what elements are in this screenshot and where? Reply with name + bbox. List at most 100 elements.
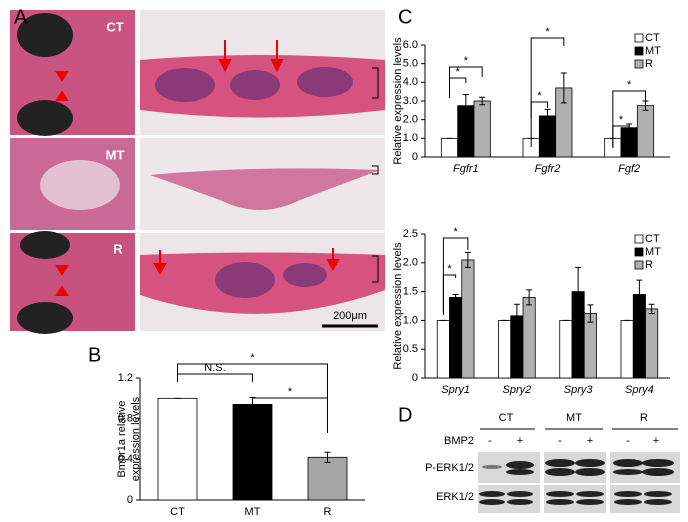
y-tick-label: 0.4 bbox=[118, 453, 133, 465]
bar bbox=[307, 456, 348, 501]
lane-label: + bbox=[653, 435, 659, 447]
lane-label: - bbox=[558, 435, 562, 447]
y-tick-label: 0 bbox=[412, 151, 418, 163]
eye bbox=[17, 302, 73, 334]
x-tick-label: CT bbox=[170, 506, 185, 518]
significance-bracket bbox=[177, 373, 253, 382]
bar bbox=[232, 404, 273, 501]
eye bbox=[20, 231, 70, 259]
error-bar bbox=[636, 279, 643, 310]
significance-bracket bbox=[612, 90, 646, 147]
x-tick-label: MT bbox=[245, 506, 261, 518]
arrows bbox=[55, 40, 340, 296]
error-bar bbox=[462, 93, 469, 118]
tissue bbox=[40, 160, 120, 210]
x-tick-label: Fgfr2 bbox=[535, 163, 561, 175]
bar bbox=[645, 308, 659, 379]
marrow bbox=[215, 262, 275, 298]
error-bar bbox=[544, 108, 551, 123]
marrow bbox=[230, 70, 280, 100]
error-bar bbox=[587, 304, 594, 323]
significance-bracket bbox=[449, 66, 483, 97]
y-axis-label: Bmpr1a relative bbox=[116, 400, 128, 477]
y-tick-label: 0.8 bbox=[118, 413, 133, 425]
bar bbox=[436, 319, 450, 379]
panel-label: D bbox=[398, 404, 412, 426]
significance-bracket bbox=[530, 37, 565, 118]
error-bar bbox=[560, 72, 567, 104]
significance-label: * bbox=[537, 90, 542, 102]
group-label: R bbox=[640, 412, 648, 424]
legend-label: MT bbox=[645, 45, 661, 57]
x-tick-label: Fgfr1 bbox=[453, 163, 479, 175]
thickness-brackets bbox=[372, 67, 379, 283]
error-bar bbox=[324, 451, 331, 463]
legend-label: R bbox=[645, 58, 653, 70]
x-tick-label: Spry1 bbox=[441, 384, 470, 396]
legend-swatch bbox=[634, 33, 644, 43]
bone bbox=[150, 168, 380, 210]
lane-label: - bbox=[488, 435, 492, 447]
bar bbox=[522, 296, 536, 379]
row-label: MT bbox=[106, 147, 125, 162]
significance-label: * bbox=[453, 226, 458, 238]
bar bbox=[636, 105, 655, 158]
row-label: CT bbox=[106, 19, 123, 34]
y-tick-label: 4.0 bbox=[403, 76, 418, 88]
row-label: R bbox=[113, 241, 123, 256]
panel-label: B bbox=[88, 344, 101, 366]
y-axis-label: Relative expression levels bbox=[392, 242, 404, 370]
error-bar bbox=[513, 303, 520, 328]
panel-a-images: CT MT R 200μm bbox=[10, 10, 385, 334]
lane-label: - bbox=[626, 435, 630, 447]
legend-label: CT bbox=[645, 32, 660, 44]
y-tick-label: 1.5 bbox=[403, 286, 418, 298]
legend-label: MT bbox=[645, 246, 661, 258]
panel-label: A bbox=[14, 6, 28, 28]
significance-label: * bbox=[627, 79, 632, 91]
y-axis-label: Relative expression levels bbox=[392, 37, 404, 165]
x-tick-label: Fgf2 bbox=[618, 163, 640, 175]
blot-frames bbox=[478, 452, 680, 513]
y-tick-label: 2.0 bbox=[403, 114, 418, 126]
significance-label: N.S. bbox=[204, 362, 225, 374]
x-tick-label: Spry4 bbox=[625, 384, 654, 396]
bar bbox=[473, 100, 491, 158]
significance-label: * bbox=[619, 114, 624, 126]
y-tick-label: 5.0 bbox=[403, 58, 418, 70]
lane-label: + bbox=[517, 435, 523, 447]
significance-label: * bbox=[545, 26, 550, 38]
y-tick-label: 1.0 bbox=[403, 132, 418, 144]
error-bar bbox=[575, 266, 582, 317]
y-tick-label: 0.5 bbox=[403, 343, 418, 355]
bands bbox=[479, 459, 674, 505]
x-tick-label: Spry3 bbox=[564, 384, 594, 396]
legend-swatch bbox=[634, 247, 644, 257]
error-bar bbox=[464, 251, 471, 268]
bar bbox=[620, 319, 634, 379]
legend-swatch bbox=[634, 46, 644, 56]
significance-label: * bbox=[250, 352, 255, 364]
marrow bbox=[155, 68, 215, 102]
significance-bracket bbox=[177, 363, 328, 419]
bar bbox=[498, 319, 512, 379]
bar bbox=[559, 319, 573, 379]
legend-swatch bbox=[634, 260, 644, 270]
significance-bracket bbox=[449, 77, 467, 98]
y-tick-label: 1.2 bbox=[118, 372, 133, 384]
panel-label: C bbox=[398, 6, 412, 28]
legend-label: CT bbox=[645, 233, 660, 245]
row-label: ERK1/2 bbox=[436, 491, 474, 503]
marrow bbox=[283, 263, 327, 287]
row-label: P-ERK1/2 bbox=[425, 462, 474, 474]
lane-label: + bbox=[587, 435, 593, 447]
bar bbox=[620, 127, 638, 158]
treatment-label: BMP2 bbox=[444, 435, 474, 447]
eye bbox=[17, 100, 73, 136]
significance-label: * bbox=[447, 263, 452, 275]
significance-label: * bbox=[288, 386, 293, 398]
group-label: MT bbox=[566, 412, 582, 424]
bar bbox=[449, 296, 463, 379]
error-bar bbox=[526, 289, 533, 306]
